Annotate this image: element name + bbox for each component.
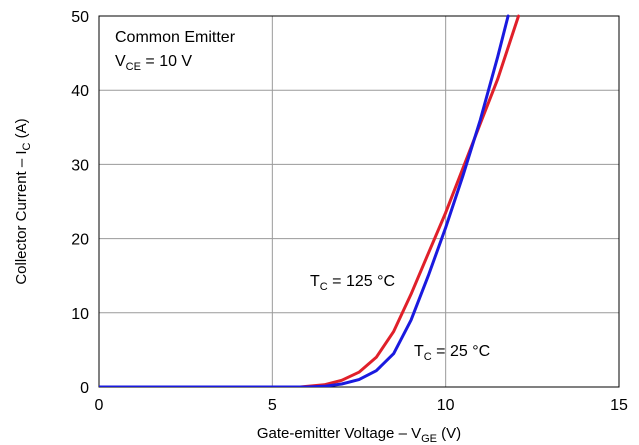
x-tick-label: 10 (437, 397, 455, 414)
y-axis-label: Collector Current – IC (A) (13, 118, 33, 284)
series-lines (99, 14, 520, 387)
tick-labels: 0 5 10 15 0 10 20 30 40 50 (71, 9, 628, 414)
condition-line-1: Common Emitter (115, 29, 236, 46)
y-tick-label: 10 (71, 306, 89, 323)
y-tick-label: 0 (80, 380, 89, 397)
x-tick-label: 15 (610, 397, 628, 414)
grid (99, 16, 619, 387)
series-label-125c: TC = 125 °C (310, 273, 395, 293)
x-tick-label: 0 (95, 397, 104, 414)
y-tick-label: 30 (71, 157, 89, 174)
x-tick-label: 5 (268, 397, 277, 414)
x-axis-label: Gate-emitter Voltage – VGE (V) (257, 425, 461, 445)
series-label-25c: TC = 25 °C (414, 343, 490, 363)
y-tick-label: 50 (71, 9, 89, 26)
series-line-25c (99, 14, 510, 387)
condition-line-2: VCE = 10 V (115, 53, 192, 73)
plot-frame (98, 15, 620, 388)
y-tick-label: 40 (71, 83, 89, 100)
y-tick-label: 20 (71, 232, 89, 249)
